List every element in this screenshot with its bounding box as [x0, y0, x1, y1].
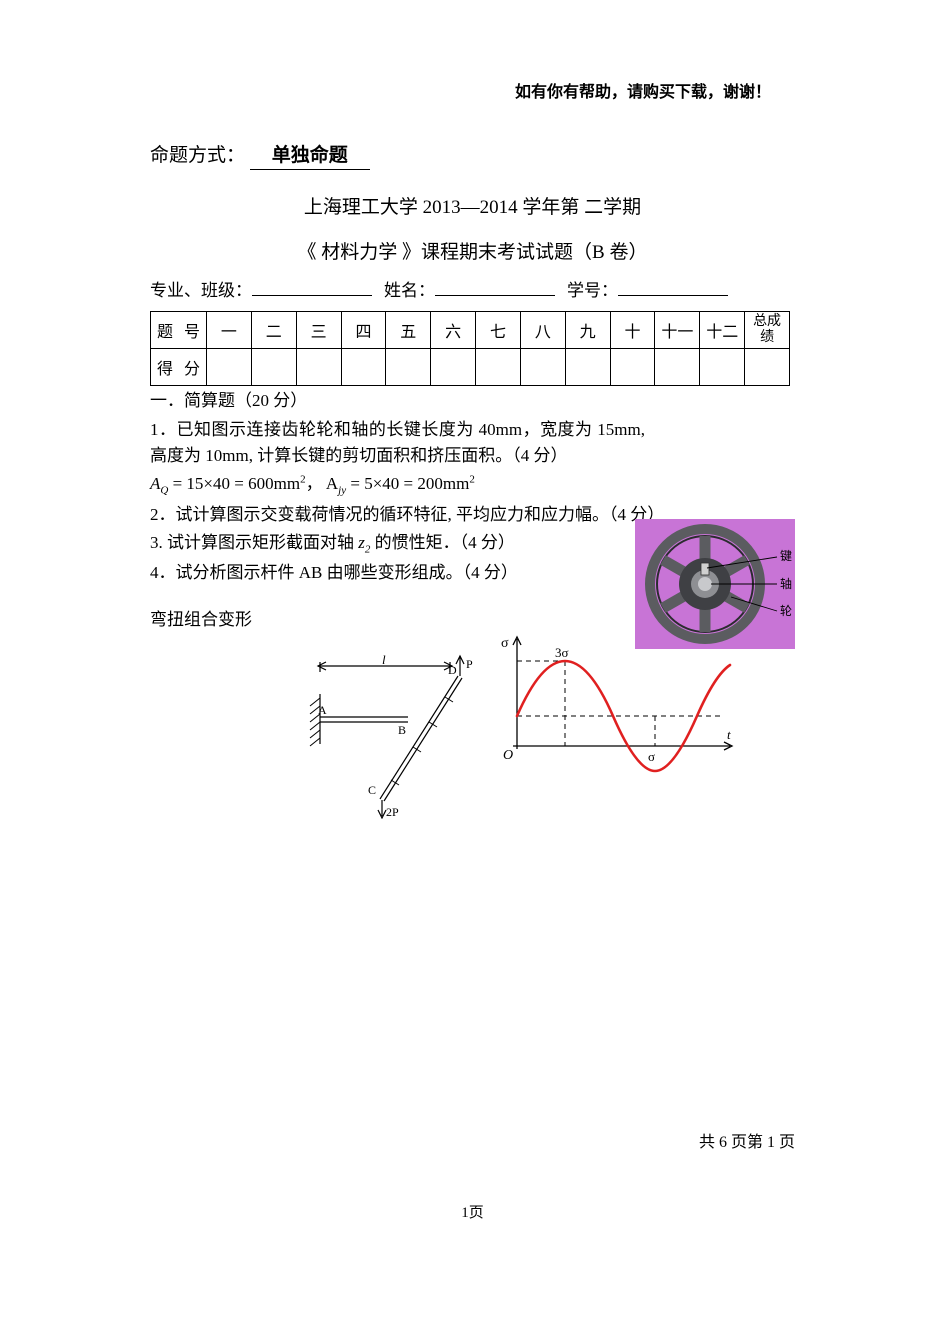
page-body: 命题方式： 单独命题 上海理工大学 2013—2014 学年第 二学期 《 材料… — [150, 60, 795, 909]
td-score[interactable] — [700, 349, 745, 386]
gear-svg: 键 轴 轮 — [635, 519, 795, 649]
info-name-blank[interactable] — [435, 277, 555, 296]
beam-l: l — [382, 654, 386, 667]
q1-3-b: 的惯性矩．（4 分） — [370, 533, 515, 552]
gear-label-key: 键 — [780, 549, 792, 563]
gear-figure: 键 轴 轮 — [635, 519, 795, 649]
info-major-blank[interactable] — [252, 277, 372, 296]
content-area: 一．简算题（20 分） 1．已知图示连接齿轮轮和轴的长键长度为 40mm，宽度为… — [150, 388, 795, 909]
th-col: 三 — [296, 312, 341, 349]
td-score[interactable] — [610, 349, 655, 386]
q1-1: 1．已知图示连接齿轮轮和轴的长键长度为 40mm，宽度为 15mm, 高度为 1… — [150, 417, 795, 470]
th-col: 九 — [565, 312, 610, 349]
sine-origin: O — [503, 748, 513, 763]
sine-svg: σ 3σ σ O t — [495, 631, 740, 781]
formula-sep: ， A — [306, 474, 339, 493]
beam-figure: l A B C D P 2P — [290, 654, 495, 819]
th-col: 十 — [610, 312, 655, 349]
beam-D: D — [448, 663, 457, 677]
formula-A2-sub: jy — [338, 485, 346, 497]
td-score-total[interactable] — [745, 349, 790, 386]
score-table-score-row: 得 分 — [151, 349, 790, 386]
sine-y-label: σ — [501, 636, 509, 651]
td-score[interactable] — [431, 349, 476, 386]
info-name-label: 姓名： — [384, 276, 435, 301]
section-1-header: 一．简算题（20 分） — [150, 388, 795, 414]
formula-A1: A — [150, 474, 160, 493]
sine-figure: σ 3σ σ O t — [495, 631, 740, 781]
beam-A: A — [318, 703, 327, 717]
info-id-blank[interactable] — [618, 277, 728, 296]
info-major-label: 专业、班级： — [150, 276, 252, 301]
q1-formula: AQ = 15×40 = 600mm2， Ajy = 5×40 = 200mm2 — [150, 471, 795, 499]
th-col: 五 — [386, 312, 431, 349]
gear-shaft — [698, 577, 712, 591]
td-score[interactable] — [207, 349, 252, 386]
student-info-row: 专业、班级： 姓名： 学号： — [150, 276, 795, 301]
score-table-header-row: 题 号 一 二 三 四 五 六 七 八 九 十 十一 十二 总成绩 — [151, 312, 790, 349]
sine-t: t — [727, 727, 731, 742]
formula-A2-rhs: = 5×40 = 200mm — [346, 474, 469, 493]
sine-3sigma: 3σ — [555, 645, 569, 660]
th-col: 四 — [341, 312, 386, 349]
sine-axes — [513, 637, 732, 750]
method-label: 命题方式： — [150, 145, 245, 166]
method-value: 单独命题 — [250, 140, 370, 170]
method-row: 命题方式： 单独命题 — [150, 140, 795, 170]
beam-lines — [310, 656, 464, 818]
td-score[interactable] — [341, 349, 386, 386]
td-score[interactable] — [520, 349, 565, 386]
beam-C: C — [368, 783, 376, 797]
beam-2P: 2P — [386, 805, 399, 819]
score-table: 题 号 一 二 三 四 五 六 七 八 九 十 十一 十二 总成绩 得 分 — [150, 311, 790, 386]
td-score[interactable] — [476, 349, 521, 386]
td-score[interactable] — [296, 349, 341, 386]
th-col: 六 — [431, 312, 476, 349]
beam-B: B — [398, 723, 406, 737]
q1-3-z: z — [358, 533, 365, 552]
gear-key — [701, 563, 709, 575]
th-col: 十一 — [655, 312, 700, 349]
sine-sigma2: σ — [648, 749, 655, 764]
td-score[interactable] — [565, 349, 610, 386]
formula-A1-rhs: = 15×40 = 600mm — [168, 474, 300, 493]
gear-label-shaft: 轴 — [780, 576, 792, 591]
td-score-label: 得 分 — [151, 349, 207, 386]
footer-text: 共 6 页第 1 页 — [699, 1128, 795, 1152]
figure-area: 弯扭组合变形 — [150, 589, 795, 909]
q1-3-a: 3. 试计算图示矩形截面对轴 — [150, 533, 358, 552]
th-col: 二 — [251, 312, 296, 349]
td-score[interactable] — [386, 349, 431, 386]
page-number: 1页 — [0, 1201, 945, 1222]
info-id-label: 学号： — [567, 276, 618, 301]
beam-P: P — [466, 657, 473, 671]
beam-svg: l A B C D P 2P — [290, 654, 495, 819]
th-col: 一 — [207, 312, 252, 349]
sq2: 2 — [469, 474, 475, 486]
th-question: 题 号 — [151, 312, 207, 349]
th-col: 八 — [520, 312, 565, 349]
gear-label-wheel: 轮 — [780, 604, 792, 618]
th-col: 十二 — [700, 312, 745, 349]
th-total: 总成绩 — [745, 312, 790, 349]
td-score[interactable] — [655, 349, 700, 386]
th-col: 七 — [476, 312, 521, 349]
title-line-1: 上海理工大学 2013—2014 学年第 二学期 — [150, 192, 795, 219]
title-line-2: 《 材料力学 》课程期末考试试题（B 卷） — [150, 237, 795, 264]
q1-4-answer: 弯扭组合变形 — [150, 607, 252, 633]
td-score[interactable] — [251, 349, 296, 386]
